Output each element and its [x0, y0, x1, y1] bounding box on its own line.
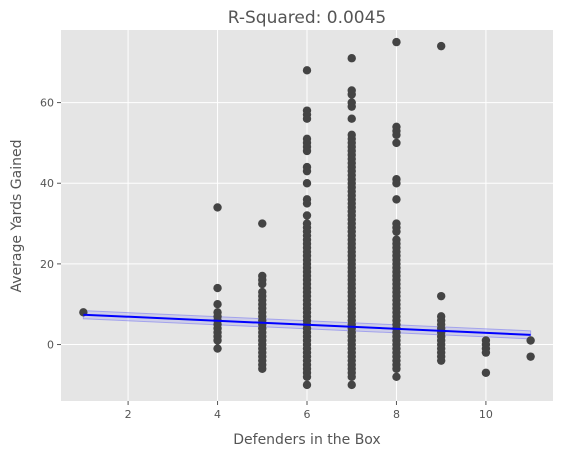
x-tick-label: 10 [479, 408, 493, 421]
data-point [392, 37, 401, 47]
data-point [436, 291, 446, 301]
data-point [302, 179, 312, 188]
x-axis-label: Defenders in the Box [233, 432, 380, 448]
data-point [302, 166, 312, 176]
data-point [436, 41, 446, 51]
y-axis-label: Average Yards Gained [9, 140, 25, 293]
data-point [526, 336, 535, 345]
data-point [392, 372, 401, 382]
data-point [213, 344, 222, 353]
y-tick-label: 20 [40, 258, 54, 271]
data-point [302, 66, 312, 75]
data-point [347, 54, 356, 63]
data-point [302, 211, 312, 220]
data-point [392, 130, 401, 140]
chart-title: R-Squared: 0.0045 [228, 8, 387, 28]
x-tick-label: 4 [214, 408, 221, 421]
data-point [213, 336, 222, 345]
y-tick-label: 60 [40, 97, 54, 110]
data-point [481, 368, 491, 377]
data-point [258, 219, 267, 228]
x-tick-label: 8 [393, 408, 400, 421]
data-point [213, 283, 222, 293]
y-tick-label: 0 [47, 339, 54, 352]
data-point [347, 102, 356, 111]
data-point [392, 227, 401, 236]
data-points-layer [79, 37, 535, 390]
data-point [392, 179, 401, 188]
data-point [347, 114, 356, 123]
data-point [302, 114, 312, 123]
y-tick-label: 40 [40, 177, 54, 190]
data-point [302, 199, 312, 208]
fit-line [83, 313, 531, 336]
data-point [392, 364, 401, 373]
data-point [347, 90, 356, 99]
data-point [392, 138, 401, 148]
data-point [213, 300, 222, 309]
data-point [302, 372, 312, 382]
data-point [302, 380, 312, 390]
data-point [347, 380, 356, 390]
fit-line-layer [83, 313, 531, 336]
data-point [347, 372, 356, 382]
data-point [436, 356, 446, 365]
data-point [481, 348, 491, 357]
x-tick-label: 6 [304, 408, 311, 421]
x-tick-label: 2 [125, 408, 132, 421]
data-point [392, 195, 401, 204]
tick-labels: 2 4 6 8 10 0 20 40 60 [40, 97, 493, 421]
data-point [258, 279, 267, 289]
data-point [258, 364, 267, 373]
data-point [526, 352, 535, 361]
data-point [213, 203, 222, 212]
data-point [302, 146, 312, 156]
